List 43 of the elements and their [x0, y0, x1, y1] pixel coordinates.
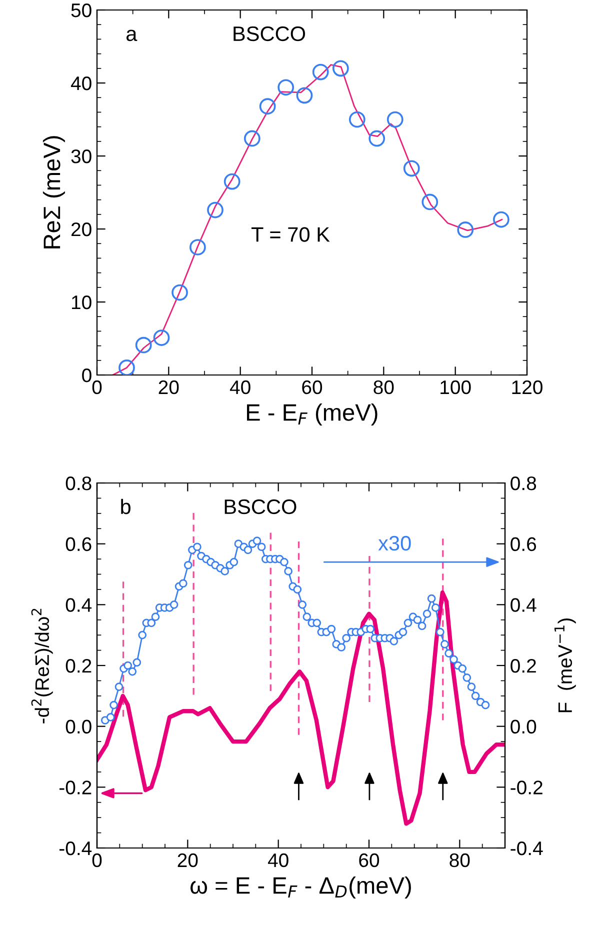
annotation: a [126, 30, 138, 42]
y-tick-label: 0.2 [66, 658, 92, 673]
x-tick-label: 40 [268, 853, 288, 868]
annotation: T = 70 K [251, 227, 330, 242]
y-tick-label: 0.8 [66, 476, 92, 490]
x-tick-label: 120 [512, 380, 542, 394]
y-tick-label: 20 [71, 222, 92, 236]
annotation: b [121, 498, 130, 514]
x-tick-label: 80 [450, 853, 470, 868]
y-tick-label: 10 [72, 295, 92, 310]
annotation: x30 [378, 536, 411, 551]
y-axis-title: ReΣ (meV) [42, 136, 65, 248]
y-axis-title: -d$^{2}$(ReΣ)/dω$^{2}$ [31, 608, 53, 724]
annotation: BSCCO [224, 499, 296, 514]
y2-tick-label: -0.4 [510, 841, 543, 856]
x-axis-title: E - E$_{F}$ (meV) [247, 404, 378, 426]
y-tick-label: 0.6 [66, 537, 92, 552]
x-tick-label: 20 [178, 853, 198, 868]
x-tick-label: 100 [440, 380, 471, 394]
annotation: BSCCO [234, 26, 306, 42]
y2-tick-label: 0.4 [510, 598, 536, 612]
y2-tick-label: 0.2 [510, 658, 536, 673]
x-tick-label: 60 [302, 380, 322, 394]
y-tick-label: -0.4 [60, 841, 92, 856]
y-tick-label: -0.2 [60, 780, 92, 794]
y2-axis-title: F (meV$^{−1}$) [554, 618, 576, 712]
x-tick-label: 60 [359, 853, 380, 868]
y2-tick-label: -0.2 [510, 780, 542, 794]
x-tick-label: 80 [374, 380, 394, 394]
x-tick-label: 20 [158, 380, 179, 394]
y-tick-label: 0 [82, 368, 92, 382]
x-axis-title: ω = E - E$_{F}$ - Δ$_{D}$(meV) [190, 876, 411, 899]
x-tick-label: 0 [92, 853, 102, 868]
y-tick-label: 40 [70, 76, 92, 90]
y-tick-label: 30 [71, 149, 92, 164]
x-tick-label: 0 [92, 380, 102, 394]
y2-tick-label: 0.0 [510, 720, 536, 734]
y2-tick-label: 0.8 [510, 476, 536, 490]
y2-tick-label: 0.6 [510, 537, 536, 552]
y-tick-label: 50 [71, 3, 92, 18]
y-tick-label: 0.4 [66, 598, 92, 612]
x-tick-label: 40 [230, 380, 250, 394]
y-tick-label: 0.0 [66, 720, 92, 734]
